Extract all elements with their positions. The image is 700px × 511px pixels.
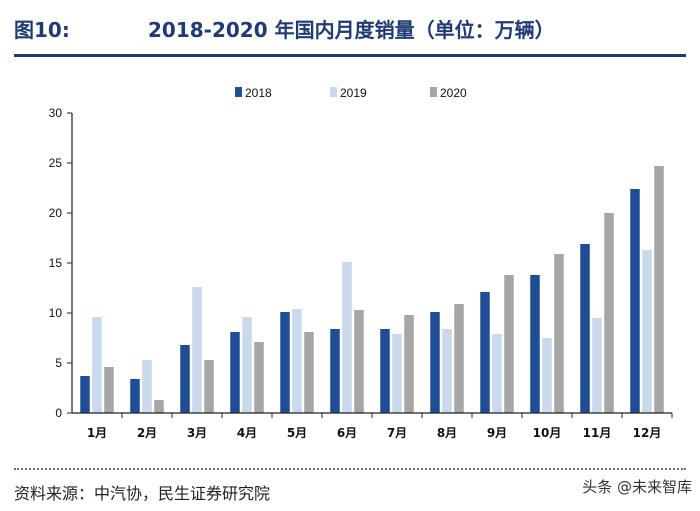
- bar-2020-4: [254, 342, 264, 413]
- bar-2020-9: [504, 275, 514, 413]
- bar-2018-6: [330, 329, 340, 413]
- y-tick-label: 25: [49, 156, 63, 170]
- x-tick-label: 5月: [287, 426, 307, 440]
- bar-2019-5: [292, 309, 302, 413]
- y-tick-label: 5: [55, 356, 62, 370]
- bar-2019-12: [642, 250, 652, 413]
- bar-2018-8: [430, 312, 440, 413]
- figure-label: 图10:: [14, 18, 70, 42]
- y-tick-label: 20: [49, 206, 63, 220]
- y-tick-label: 30: [49, 106, 63, 120]
- figure-header: 图10: 2018-2020 年国内月度销量（单位：万辆）: [0, 0, 700, 62]
- legend-label-2020: 2020: [440, 86, 467, 100]
- bar-2020-11: [604, 213, 614, 413]
- bar-2019-11: [592, 318, 602, 413]
- x-tick-label: 8月: [437, 426, 457, 440]
- bar-2018-7: [380, 329, 390, 413]
- bar-2019-2: [142, 360, 152, 413]
- legend-swatch-2020: [430, 87, 437, 97]
- bar-2019-7: [392, 334, 402, 413]
- bar-2019-6: [342, 262, 352, 413]
- x-tick-label: 4月: [237, 426, 257, 440]
- bar-2019-4: [242, 317, 252, 413]
- legend-label-2018: 2018: [245, 86, 272, 100]
- x-tick-label: 7月: [387, 426, 407, 440]
- bar-2018-11: [580, 244, 590, 413]
- bar-2018-2: [130, 379, 140, 413]
- bar-2018-3: [180, 345, 190, 413]
- bar-2019-3: [192, 287, 202, 413]
- x-tick-label: 9月: [487, 426, 507, 440]
- bar-2019-8: [442, 329, 452, 413]
- legend-label-2019: 2019: [340, 86, 367, 100]
- bar-2020-1: [104, 367, 114, 413]
- bar-2018-4: [230, 332, 240, 413]
- bar-2019-10: [542, 338, 552, 413]
- bar-2020-7: [404, 315, 414, 413]
- bar-2019-9: [492, 334, 502, 413]
- bar-2018-12: [630, 189, 640, 413]
- x-tick-label: 12月: [633, 426, 662, 440]
- bar-2018-1: [80, 376, 90, 413]
- legend-swatch-2018: [235, 87, 242, 97]
- header-divider: [14, 54, 686, 57]
- y-axis: 0 5 10 15 20 25 30: [49, 106, 73, 420]
- chart-legend: 2018 2019 2020: [235, 86, 467, 100]
- bar-2020-8: [454, 304, 464, 413]
- watermark-text: 头条 @未来智库: [582, 478, 692, 496]
- bar-2020-10: [554, 254, 564, 413]
- bar-2020-6: [354, 310, 364, 413]
- bar-chart: 2018 2019 2020 0 5 10 15 20 25 30 1月 2月 3月 4月 5月 6月 7月…: [49, 86, 673, 440]
- bar-2020-2: [154, 400, 164, 413]
- bar-2020-12: [654, 166, 664, 413]
- source-note: 资料来源：中汽协，民生证券研究院: [14, 484, 271, 503]
- bar-2018-9: [480, 292, 490, 413]
- chart-title: 2018-2020 年国内月度销量（单位：万辆）: [148, 18, 555, 42]
- bar-2020-5: [304, 332, 314, 413]
- bar-2019-1: [92, 317, 102, 413]
- bars-group: [80, 166, 664, 413]
- y-tick-label: 0: [55, 406, 62, 420]
- x-tick-label: 2月: [137, 426, 157, 440]
- x-tick-label: 6月: [337, 426, 357, 440]
- bar-2018-5: [280, 312, 290, 413]
- footer-divider: [14, 468, 686, 470]
- x-tick-label: 3月: [187, 426, 207, 440]
- x-axis: 1月 2月 3月 4月 5月 6月 7月 8月 9月 10月 11月 12月: [72, 412, 673, 440]
- y-tick-label: 15: [49, 256, 63, 270]
- x-tick-label: 1月: [87, 426, 107, 440]
- legend-swatch-2019: [330, 87, 337, 97]
- y-tick-label: 10: [49, 306, 63, 320]
- bar-2018-10: [530, 275, 540, 413]
- x-tick-label: 10月: [533, 426, 562, 440]
- x-tick-label: 11月: [583, 426, 612, 440]
- bar-2020-3: [204, 360, 214, 413]
